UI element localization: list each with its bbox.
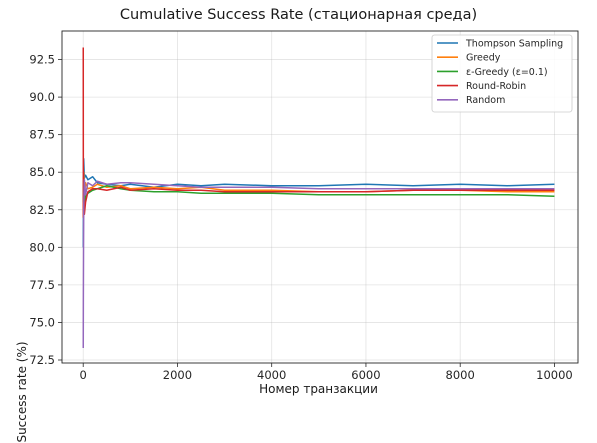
y-axis-label: Success rate (%) xyxy=(15,341,29,443)
series-lines xyxy=(82,47,555,348)
x-tick-label: 0 xyxy=(80,368,87,382)
legend-label: Random xyxy=(466,95,505,106)
axis-ticks: 0 2000 4000 6000 8000 10000 72.5 75.0 77.5 80.0 82… xyxy=(29,53,572,382)
y-tick-label: 87.5 xyxy=(29,128,55,142)
y-tick-label: 75.0 xyxy=(29,315,55,329)
x-tick-label: 10000 xyxy=(536,368,573,382)
chart-title: Cumulative Success Rate (стационарная ср… xyxy=(119,7,478,23)
y-tick-label: 77.5 xyxy=(29,278,55,292)
y-tick-label: 85.0 xyxy=(29,165,55,179)
y-tick-label: 82.5 xyxy=(29,203,55,217)
series-line-3 xyxy=(82,178,555,207)
legend-label: Thompson Sampling xyxy=(465,38,563,49)
legend-box xyxy=(431,34,573,113)
y-tick-label: 90.0 xyxy=(29,90,55,104)
legend: Thompson Sampling Greedy ε-Greedy (ε=0.1) R… xyxy=(431,34,573,113)
plot-frame xyxy=(61,30,579,364)
legend-label: Greedy xyxy=(466,53,501,64)
series-line-4 xyxy=(82,47,555,219)
x-tick-label: 8000 xyxy=(446,368,475,382)
x-tick-label: 4000 xyxy=(257,368,286,382)
legend-label: ε-Greedy (ε=0.1) xyxy=(466,67,548,78)
y-tick-label: 80.0 xyxy=(29,240,55,254)
x-tick-label: 2000 xyxy=(163,368,192,382)
x-axis-label: Номер транзакции xyxy=(259,382,378,396)
line-chart: 0 2000 4000 6000 8000 10000 72.5 75.0 77.5 80.0 82… xyxy=(29,30,579,382)
y-tick-label: 72.5 xyxy=(29,353,55,367)
x-tick-label: 6000 xyxy=(351,368,380,382)
y-tick-label: 92.5 xyxy=(29,53,55,67)
series-line-5 xyxy=(82,178,555,348)
legend-label: Round-Robin xyxy=(466,81,526,92)
